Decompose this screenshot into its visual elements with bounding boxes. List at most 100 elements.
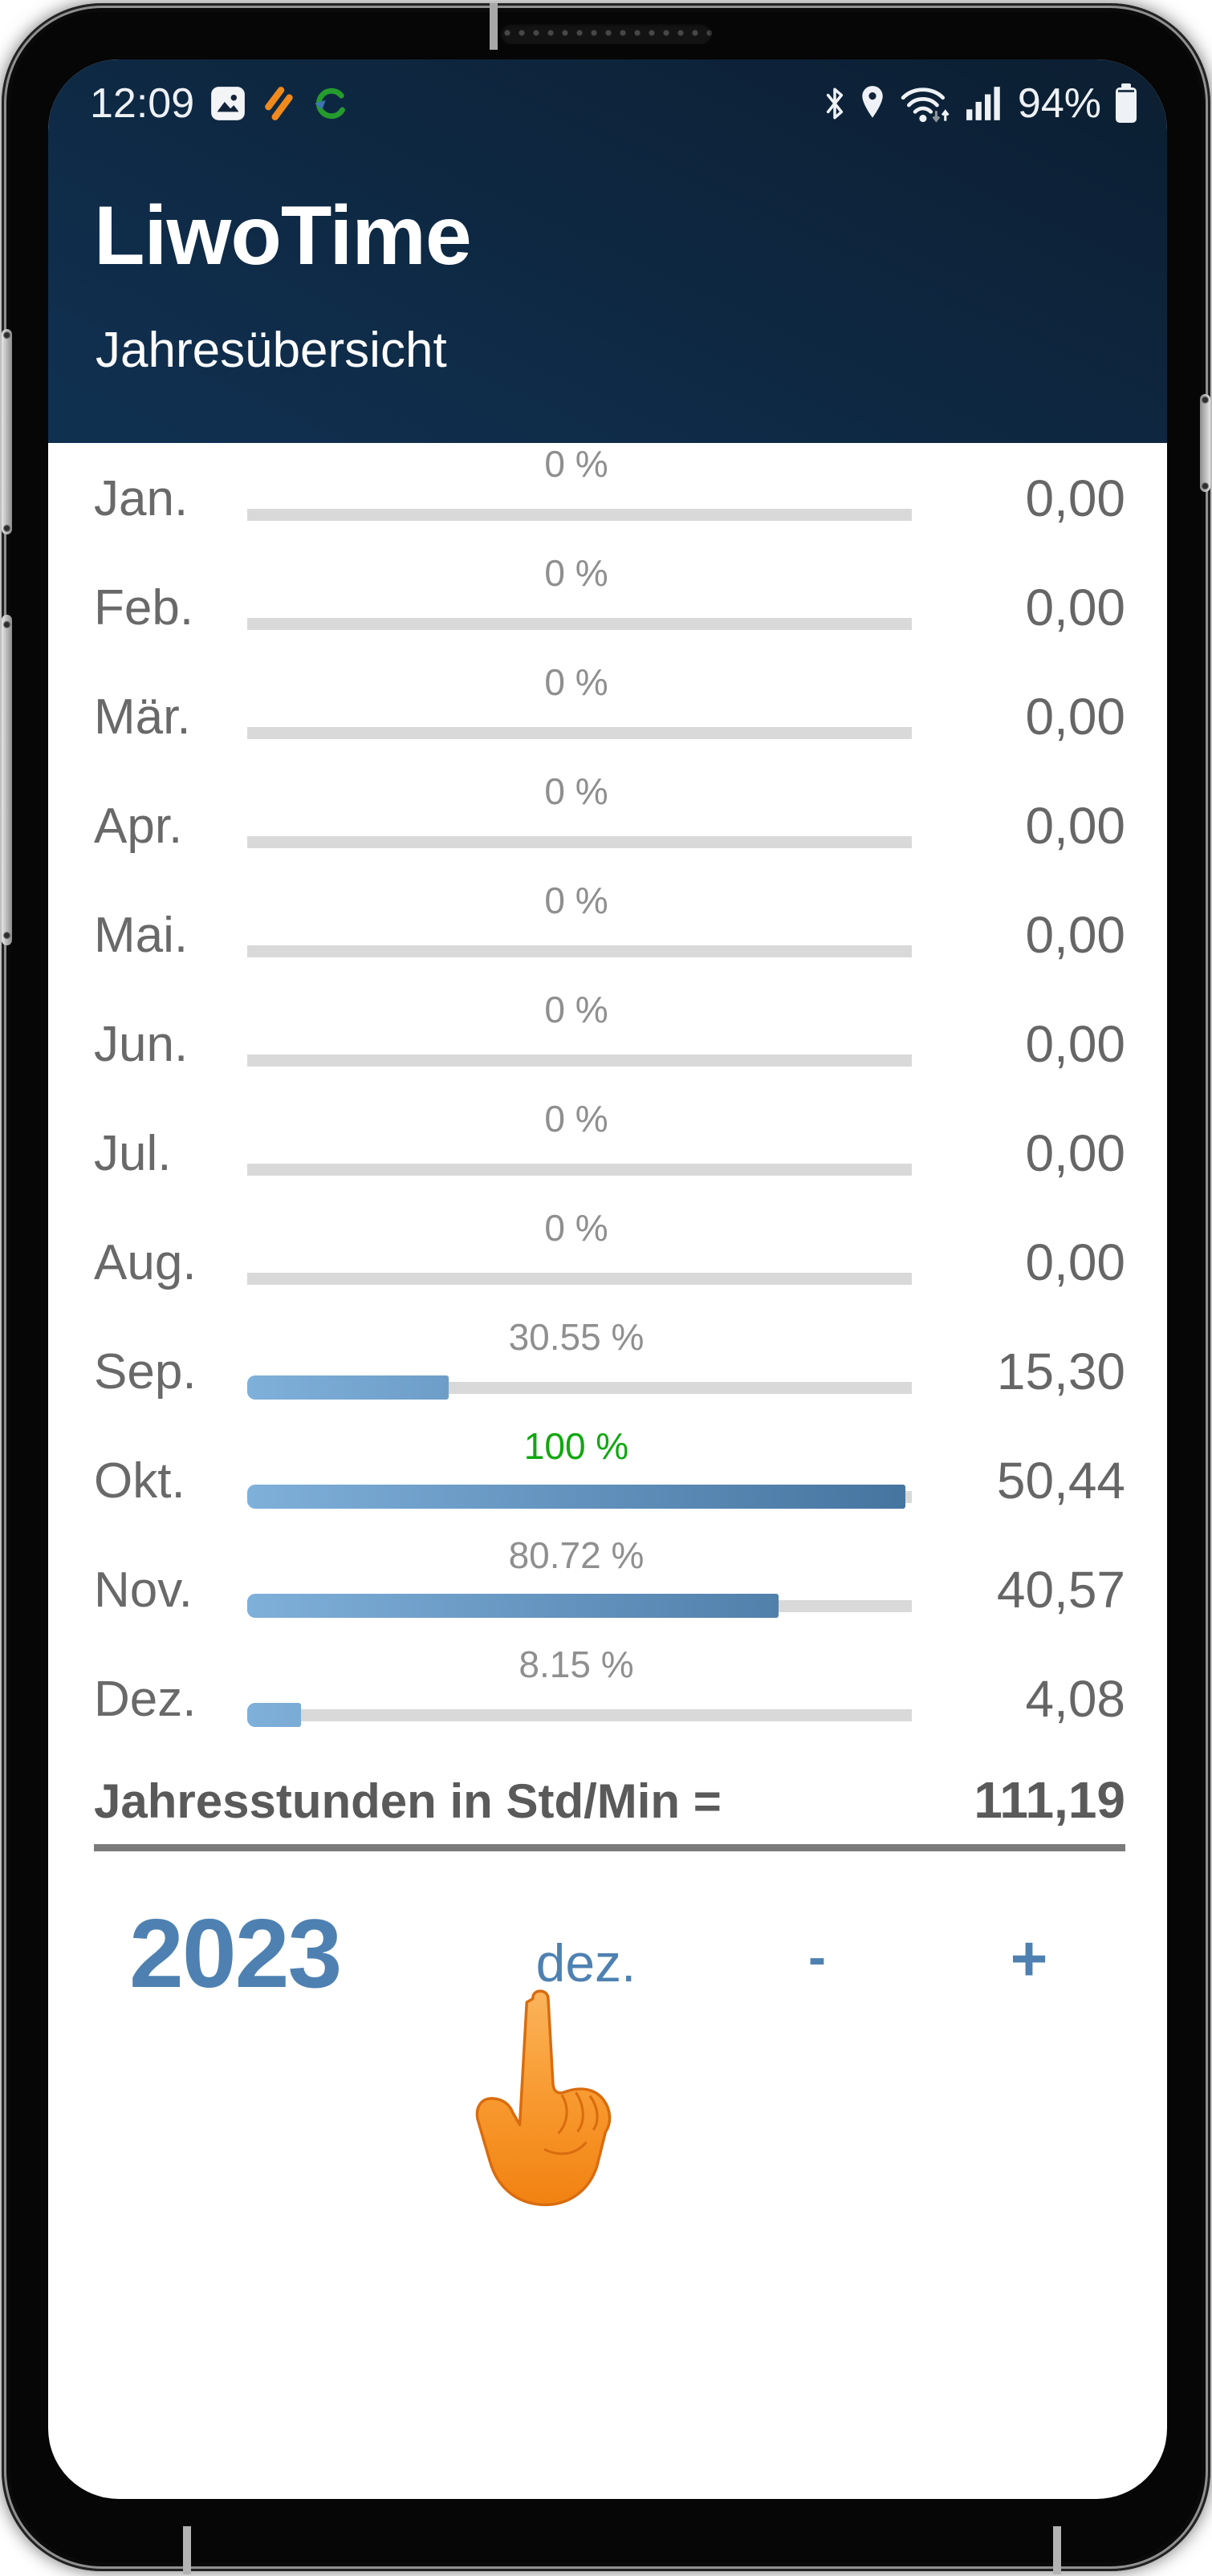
gallery-notification-icon bbox=[211, 87, 246, 120]
progress-track bbox=[247, 727, 912, 739]
percent-label: 0 % bbox=[544, 880, 608, 921]
month-label: Mai. bbox=[94, 908, 189, 963]
progress-track bbox=[247, 836, 912, 848]
month-label: Apr. bbox=[94, 798, 183, 854]
progress-bar bbox=[247, 1048, 912, 1072]
month-value: 0,00 bbox=[1025, 797, 1125, 855]
month-row: Mai. 0 % 0,00 bbox=[94, 880, 1125, 989]
page-title: LiwoTime bbox=[94, 189, 472, 282]
month-bar-cell: 0 % bbox=[247, 661, 912, 770]
progress-bar bbox=[247, 721, 912, 745]
month-bar-cell: 0 % bbox=[247, 1207, 912, 1316]
screen: 12:09 bbox=[48, 59, 1167, 2499]
year-plus-button[interactable]: + bbox=[1010, 1923, 1048, 1994]
month-selector[interactable]: dez. bbox=[535, 1933, 637, 1993]
bluetooth-icon bbox=[826, 87, 844, 120]
progress-fill bbox=[247, 1703, 301, 1727]
percent-label: 0 % bbox=[544, 989, 608, 1030]
progress-fill bbox=[247, 1485, 905, 1509]
progress-track bbox=[247, 1709, 912, 1721]
month-value: 0,00 bbox=[1025, 906, 1125, 964]
month-bar-cell: 8.15 % bbox=[247, 1644, 912, 1753]
percent-label: 0 % bbox=[544, 552, 608, 594]
power-button bbox=[1200, 394, 1210, 492]
month-label: Dez. bbox=[94, 1672, 197, 1727]
month-bar-cell: 0 % bbox=[247, 1098, 912, 1207]
year-display: 2023 bbox=[129, 1899, 342, 2008]
month-label: Jul. bbox=[94, 1126, 172, 1181]
progress-bar bbox=[247, 1157, 912, 1181]
percent-label: 100 % bbox=[523, 1425, 629, 1467]
month-bar-cell: 80.72 % bbox=[247, 1534, 912, 1644]
month-row: Jun. 0 % 0,00 bbox=[94, 989, 1125, 1098]
month-row: Apr. 0 % 0,00 bbox=[94, 770, 1125, 880]
antenna-band-bottom-left bbox=[183, 2526, 191, 2574]
status-bar-left: 12:09 bbox=[90, 79, 350, 128]
month-value: 15,30 bbox=[996, 1343, 1125, 1400]
month-row: Jan. 0 % 0,00 bbox=[94, 443, 1125, 552]
phone-frame: 12:09 bbox=[2, 3, 1210, 2574]
sync-notification-icon bbox=[315, 87, 348, 120]
clock-text: 12:09 bbox=[90, 80, 195, 127]
month-row: Dez. 8.15 % 4,08 bbox=[94, 1644, 1125, 1753]
progress-fill bbox=[247, 1594, 779, 1618]
month-label: Jun. bbox=[94, 1017, 189, 1072]
month-value: 4,08 bbox=[1025, 1670, 1125, 1728]
month-bar-cell: 100 % bbox=[247, 1425, 912, 1534]
progress-bar bbox=[247, 1375, 912, 1400]
month-label: Mär. bbox=[94, 689, 191, 745]
month-label: Jan. bbox=[94, 471, 189, 526]
page-subtitle: Jahresübersicht bbox=[96, 323, 447, 378]
progress-bar bbox=[247, 939, 912, 963]
status-bar-right: 94% bbox=[824, 79, 1138, 128]
year-total-value: 111,19 bbox=[974, 1771, 1125, 1829]
month-row: Okt. 100 % 50,44 bbox=[94, 1425, 1125, 1534]
month-row: Mär. 0 % 0,00 bbox=[94, 661, 1125, 770]
month-label: Sep. bbox=[94, 1344, 197, 1400]
battery-icon bbox=[1116, 83, 1137, 123]
app-header: 12:09 bbox=[48, 59, 1167, 443]
location-icon bbox=[862, 86, 883, 118]
progress-bar bbox=[247, 1703, 912, 1727]
year-overview: Jan. 0 % 0,00 Feb. bbox=[48, 443, 1167, 2301]
battery-percent-text: 94% bbox=[1017, 80, 1101, 127]
progress-bar bbox=[247, 1266, 912, 1290]
month-row: Aug. 0 % 0,00 bbox=[94, 1207, 1125, 1316]
progress-track bbox=[247, 509, 912, 521]
progress-track bbox=[247, 945, 912, 957]
month-label: Nov. bbox=[94, 1562, 193, 1618]
progress-bar bbox=[247, 1594, 912, 1618]
year-minus-button[interactable]: - bbox=[808, 1927, 826, 1986]
month-row: Jul. 0 % 0,00 bbox=[94, 1098, 1125, 1207]
progress-bar bbox=[247, 830, 912, 854]
percent-label: 0 % bbox=[544, 443, 608, 485]
progress-track bbox=[247, 1054, 912, 1067]
month-bar-cell: 0 % bbox=[247, 989, 912, 1098]
month-row: Nov. 80.72 % 40,57 bbox=[94, 1534, 1125, 1644]
month-value: 0,00 bbox=[1025, 579, 1125, 636]
percent-label: 8.15 % bbox=[519, 1644, 634, 1685]
progress-track bbox=[247, 1164, 912, 1176]
orange-stripes-notification-icon bbox=[265, 87, 293, 120]
year-controls: 2023 dez. - + bbox=[94, 1851, 1125, 2301]
progress-fill bbox=[247, 1375, 449, 1400]
month-value: 0,00 bbox=[1025, 688, 1125, 746]
year-total-row: Jahresstunden in Std/Min = 111,19 bbox=[94, 1770, 1125, 1851]
month-label: Aug. bbox=[94, 1235, 197, 1290]
volume-button bbox=[2, 329, 12, 534]
status-bar: 12:09 bbox=[90, 79, 1138, 128]
percent-label: 0 % bbox=[544, 1098, 608, 1140]
speaker-grille bbox=[500, 22, 712, 44]
month-label: Okt. bbox=[94, 1453, 185, 1509]
progress-bar bbox=[247, 1485, 912, 1509]
month-row: Sep. 30.55 % 15,30 bbox=[94, 1316, 1125, 1425]
month-bar-cell: 0 % bbox=[247, 552, 912, 661]
percent-label: 0 % bbox=[544, 770, 608, 812]
month-bar-cell: 30.55 % bbox=[247, 1316, 912, 1425]
progress-track bbox=[247, 1273, 912, 1285]
antenna-band-top bbox=[490, 3, 498, 50]
month-row: Feb. 0 % 0,00 bbox=[94, 552, 1125, 661]
hand-pointer-icon bbox=[475, 1989, 612, 2207]
progress-bar bbox=[247, 502, 912, 526]
